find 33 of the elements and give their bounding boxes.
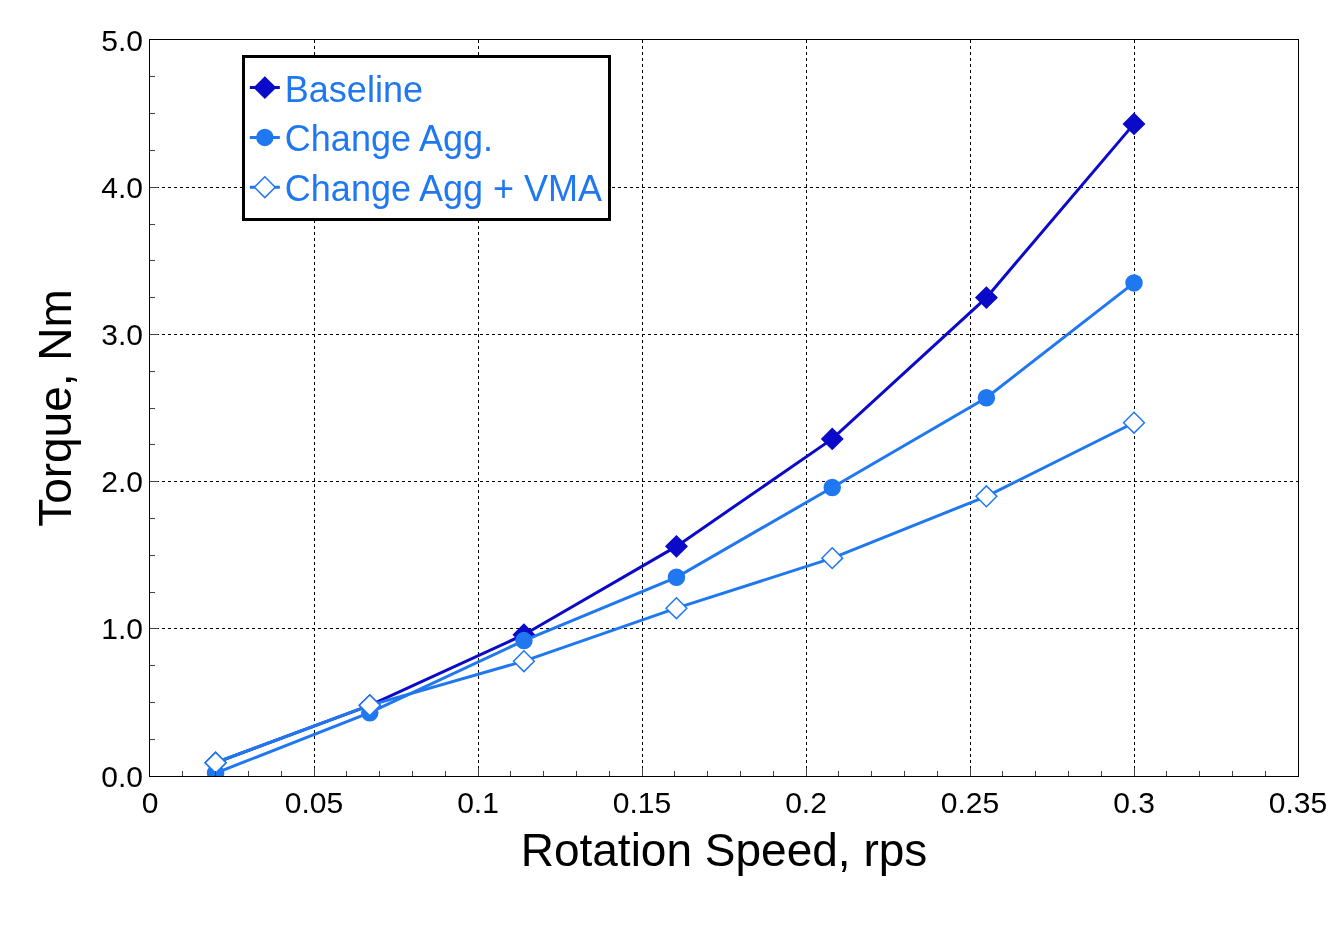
point: [1122, 112, 1146, 136]
y-tick-label: 0.0: [101, 759, 143, 793]
point: [515, 631, 533, 650]
x-tick-label: 0: [141, 786, 159, 819]
y-tick-label: 4.0: [101, 170, 143, 204]
y-tick-label: 3.0: [101, 317, 143, 351]
y-axis-title: Torque, Nm: [28, 289, 81, 527]
legend-label: Baseline: [284, 68, 423, 110]
y-tick-label: 5.0: [101, 23, 143, 57]
point: [977, 388, 996, 407]
x-tick-label: 0.3: [1113, 786, 1155, 819]
point: [975, 485, 998, 508]
point: [512, 650, 536, 673]
point: [665, 597, 688, 620]
point: [821, 546, 844, 570]
y-tick-label: 1.0: [101, 612, 143, 646]
x-tick-label: 0.05: [284, 786, 344, 819]
point: [1125, 274, 1143, 292]
point: [667, 568, 686, 587]
point: [665, 535, 688, 558]
point: [975, 286, 998, 309]
y-tick-label: 2.0: [101, 465, 143, 499]
x-axis-title: Rotation Speed, rps: [520, 823, 928, 876]
x-tick-label: 0.2: [785, 786, 827, 819]
x-tick-label: 0.15: [612, 786, 672, 819]
point: [821, 427, 844, 451]
x-tick-label: 0.1: [457, 786, 499, 819]
x-tick-label: 0.25: [940, 786, 1000, 819]
legend-label: Change Agg + VMA: [284, 168, 603, 210]
legend-label: Change Agg.: [284, 118, 494, 160]
point: [823, 478, 841, 497]
x-tick-label: 0.35: [1268, 786, 1328, 819]
point: [1122, 411, 1146, 434]
